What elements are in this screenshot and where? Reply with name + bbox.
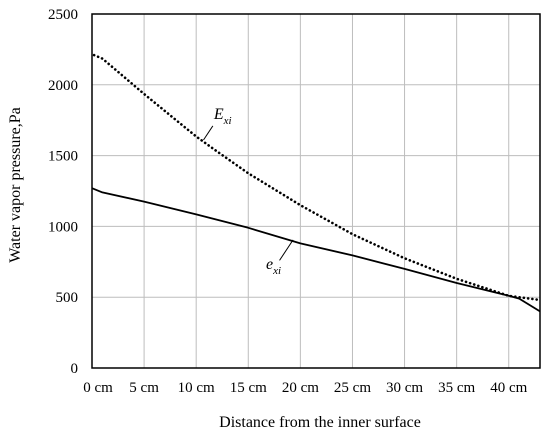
series-label-main: e bbox=[266, 256, 273, 273]
y-tick-labels: 0 500 1000 1500 2000 2500 bbox=[48, 7, 78, 377]
series-label: Exi bbox=[213, 106, 232, 127]
series-line-exi bbox=[92, 53, 542, 302]
x-tick-label: 15 cm bbox=[230, 380, 267, 396]
series-label: exi bbox=[266, 256, 281, 277]
y-tick-label: 500 bbox=[56, 290, 79, 306]
annotation-pointer bbox=[279, 239, 294, 261]
series-label-sub: xi bbox=[223, 115, 232, 127]
series-label-main: E bbox=[213, 106, 224, 123]
x-tick-label: 40 cm bbox=[490, 380, 527, 396]
x-tick-label: 5 cm bbox=[129, 380, 159, 396]
x-tick-label: 0 cm bbox=[83, 380, 113, 396]
x-tick-label: 25 cm bbox=[334, 380, 371, 396]
series-layer bbox=[91, 53, 542, 313]
x-tick-labels: 0 cm 5 cm 10 cm 15 cm 20 cm 25 cm 30 cm 35 cm 40… bbox=[83, 380, 527, 396]
annotation-pointer bbox=[203, 125, 214, 141]
y-tick-label: 1500 bbox=[48, 149, 78, 165]
y-tick-label: 2000 bbox=[48, 78, 78, 94]
x-tick-label: 20 cm bbox=[282, 380, 319, 396]
y-tick-label: 2500 bbox=[48, 7, 78, 23]
grid bbox=[92, 14, 540, 368]
series-line-exi bbox=[91, 187, 541, 313]
y-axis-label: Water vapor pressure,Pa bbox=[7, 107, 24, 263]
x-tick-label: 10 cm bbox=[178, 380, 215, 396]
plot-frame bbox=[91, 13, 541, 369]
y-tick-label: 0 bbox=[71, 361, 79, 377]
x-tick-label: 30 cm bbox=[386, 380, 423, 396]
y-tick-label: 1000 bbox=[48, 219, 78, 235]
x-axis-label: Distance from the inner surface bbox=[219, 414, 421, 431]
series-label-sub: xi bbox=[272, 265, 281, 277]
x-tick-label: 35 cm bbox=[438, 380, 475, 396]
